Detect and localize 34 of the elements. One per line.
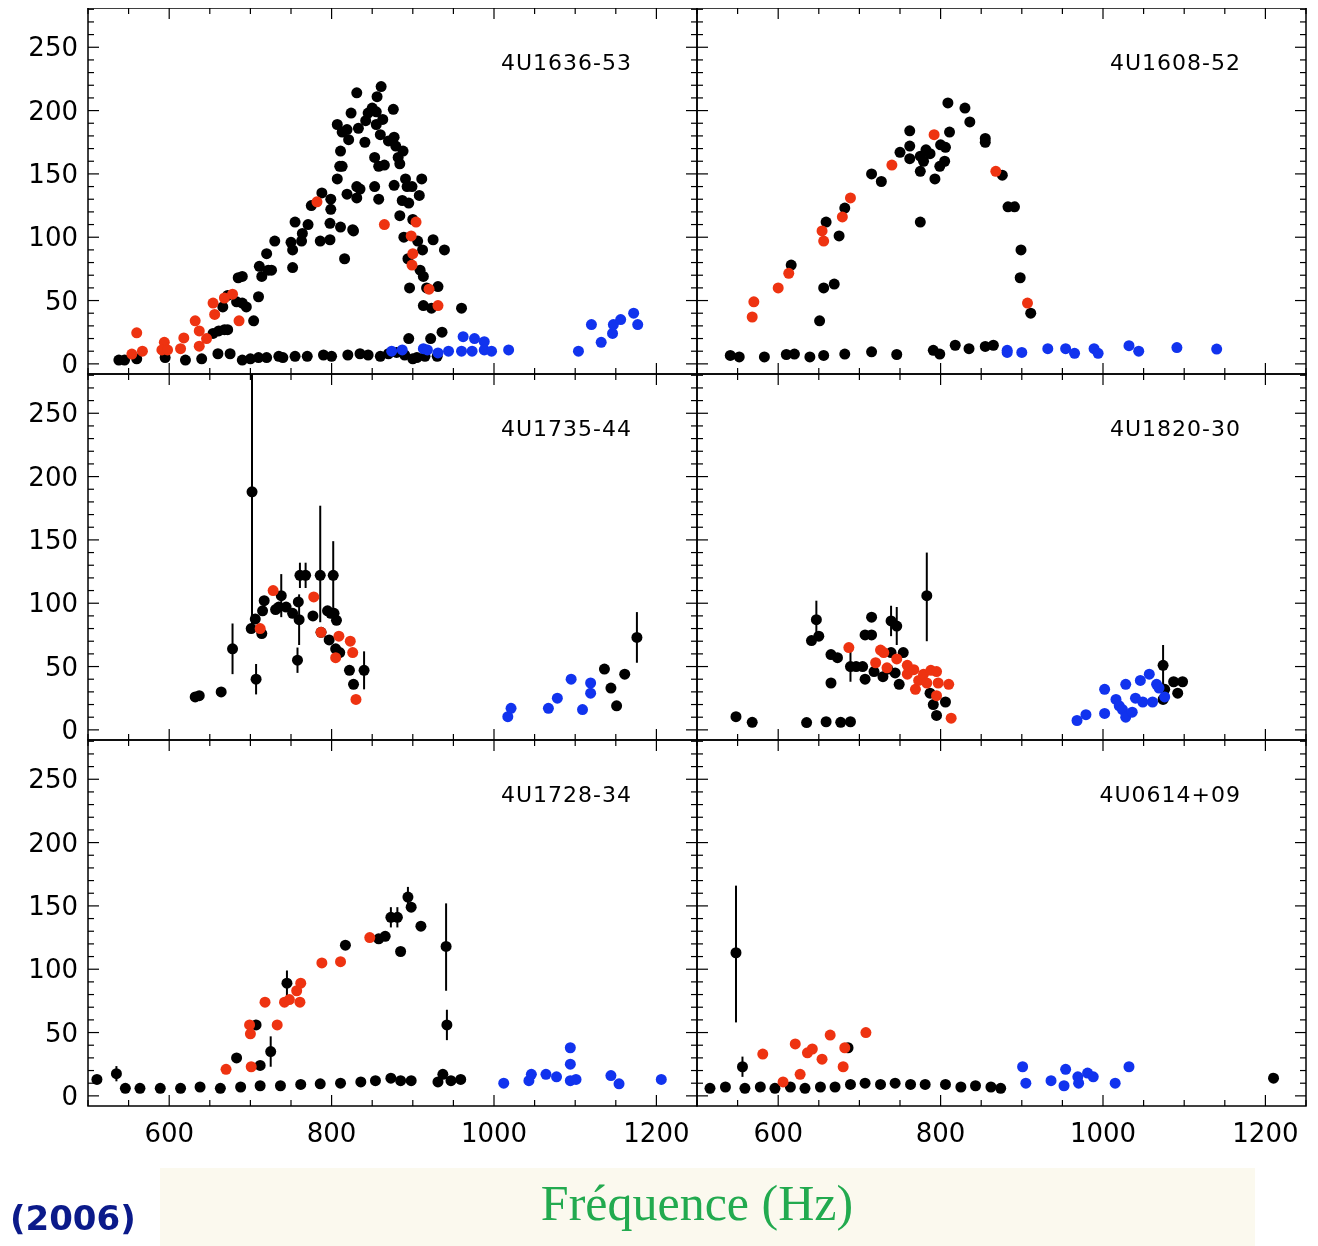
- x-tick-label: 1200: [623, 1118, 690, 1148]
- y-tick-label: 250: [28, 32, 78, 63]
- text: (2006): [10, 1198, 136, 1238]
- y-tick-label: 250: [28, 764, 78, 795]
- y-tick-label: 0: [61, 1080, 78, 1111]
- y-tick-label: 100: [28, 222, 78, 253]
- y-tick-label: 50: [44, 285, 78, 316]
- y-tick-label: 200: [28, 95, 78, 126]
- x-axis-title: Fréquence (Hz): [540, 1175, 854, 1231]
- y-tick-label: 50: [44, 651, 78, 682]
- y-tick-label: 150: [28, 890, 78, 921]
- text: 4U0614+09: [1099, 782, 1241, 807]
- text: 4U1728-34: [500, 782, 632, 807]
- y-tick-label: 0: [61, 714, 78, 745]
- text: 4U1608-52: [1109, 50, 1241, 75]
- y-tick-label: 50: [44, 1017, 78, 1048]
- y-tick-label: 250: [28, 398, 78, 429]
- y-tick-label: 150: [28, 524, 78, 555]
- x-tick-label: 1200: [1232, 1118, 1299, 1148]
- x-tick-label: 600: [144, 1118, 195, 1148]
- y-tick-label: 0: [61, 348, 78, 379]
- x-tick-label: 1000: [1069, 1118, 1137, 1148]
- x-tick-label: 1000: [460, 1118, 528, 1148]
- x-tick-label: 600: [753, 1118, 804, 1148]
- y-tick-label: 200: [28, 461, 78, 492]
- x-tick-label: 800: [915, 1118, 966, 1148]
- text: 4U1820-30: [1109, 416, 1241, 441]
- y-tick-label: 200: [28, 827, 78, 858]
- x-tick-label: 800: [306, 1118, 357, 1148]
- text: 4U1735-44: [500, 416, 632, 441]
- y-tick-label: 100: [28, 954, 78, 985]
- y-tick-label: 100: [28, 588, 78, 619]
- y-tick-label: 150: [28, 158, 78, 189]
- text: 4U1636-53: [500, 50, 632, 75]
